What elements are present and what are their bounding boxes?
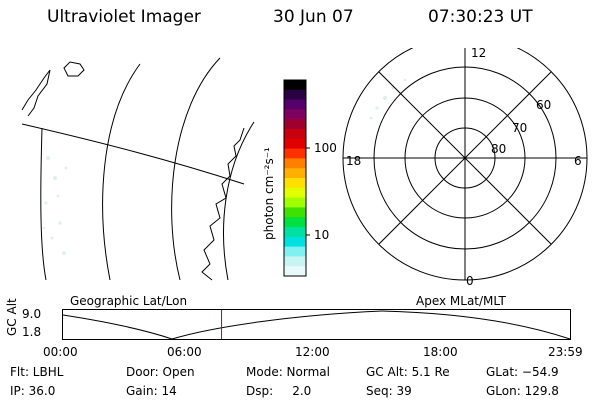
mlt-label-0: 0 bbox=[466, 274, 474, 288]
timeline-plot bbox=[62, 309, 571, 340]
color-scale-bar bbox=[284, 80, 306, 277]
color-scale-cell bbox=[284, 236, 306, 248]
meridian-line bbox=[40, 127, 47, 281]
colorbar-tick-10: 10 bbox=[314, 228, 330, 242]
color-scale-cell bbox=[284, 217, 306, 228]
timeline-y-tick-max: 9.0 bbox=[22, 307, 42, 321]
date-label: 30 Jun 07 bbox=[273, 7, 354, 27]
mlt-label-18: 18 bbox=[346, 154, 362, 168]
coastline bbox=[201, 127, 245, 281]
timeline-x-tick-0: 00:00 bbox=[43, 345, 78, 359]
color-scale-cell bbox=[284, 197, 306, 208]
timeline-x-tick-3: 18:00 bbox=[423, 345, 458, 359]
color-scale-cell bbox=[284, 246, 306, 257]
color-scale-cell bbox=[284, 119, 306, 130]
colorbar-unit-label: photon cm⁻²s⁻¹ bbox=[262, 147, 276, 240]
timeline-x-tick-2: 12:00 bbox=[295, 345, 330, 359]
latitude-line bbox=[21, 123, 245, 185]
color-scale-cell bbox=[284, 158, 306, 169]
status-mode: Mode: Normal bbox=[246, 365, 330, 379]
color-scale-cell bbox=[284, 99, 306, 110]
color-scale-cell bbox=[284, 256, 306, 267]
status-door: Door: Open bbox=[126, 365, 195, 379]
color-scale-cell bbox=[284, 129, 306, 140]
color-scale-cell bbox=[284, 187, 306, 199]
altitude-curve bbox=[62, 310, 571, 340]
time-label: 07:30:23 UT bbox=[428, 7, 533, 27]
color-scale bbox=[283, 79, 310, 277]
status-filter: Flt: LBHL bbox=[10, 365, 64, 379]
aurora-emission bbox=[369, 78, 407, 120]
color-scale-cell bbox=[284, 207, 306, 218]
timeline-x-tick-1: 06:00 bbox=[167, 345, 202, 359]
color-scale-cell bbox=[284, 168, 306, 179]
lat-label-80: 80 bbox=[491, 142, 507, 156]
timeline-right-label: Apex MLat/MLT bbox=[416, 294, 506, 308]
meridian-line bbox=[171, 57, 221, 281]
color-scale-cell bbox=[284, 178, 306, 189]
polar-plot bbox=[342, 48, 588, 281]
mlt-label-12: 12 bbox=[471, 46, 487, 60]
island-outline bbox=[63, 61, 85, 77]
status-gain: Gain: 14 bbox=[126, 384, 177, 398]
mlt-label-6: 6 bbox=[574, 154, 582, 168]
meridian-line bbox=[102, 63, 141, 281]
color-scale-cell bbox=[284, 89, 306, 101]
lat-label-60: 60 bbox=[536, 98, 552, 112]
geographic-map bbox=[21, 57, 255, 281]
timeline-axis-title: GC Alt bbox=[5, 298, 19, 336]
timeline-left-label: Geographic Lat/Lon bbox=[70, 294, 188, 308]
lat-label-70: 70 bbox=[512, 121, 528, 135]
status-glon: GLon: 129.8 bbox=[486, 384, 559, 398]
color-scale-cell bbox=[284, 80, 306, 91]
status-dsp: Dsp: 2.0 bbox=[246, 384, 312, 398]
app-title: Ultraviolet Imager bbox=[47, 7, 201, 27]
meridian-line bbox=[223, 121, 255, 281]
timeline-y-tick-min: 1.8 bbox=[22, 325, 42, 339]
colorbar-tick-100: 100 bbox=[314, 141, 337, 155]
coastline bbox=[21, 69, 51, 117]
color-scale-cell bbox=[284, 266, 306, 277]
status-gc-alt: GC Alt: 5.1 Re bbox=[366, 365, 450, 379]
status-seq: Seq: 39 bbox=[366, 384, 412, 398]
aurora-emission bbox=[42, 156, 68, 255]
status-glat: GLat: −54.9 bbox=[486, 365, 559, 379]
timeline-x-tick-4: 23:59 bbox=[548, 345, 583, 359]
status-ip: IP: 36.0 bbox=[10, 384, 56, 398]
color-scale-cell bbox=[284, 138, 306, 150]
color-scale-cell bbox=[284, 227, 306, 238]
color-scale-cell bbox=[284, 148, 306, 159]
color-scale-cell bbox=[284, 109, 306, 120]
